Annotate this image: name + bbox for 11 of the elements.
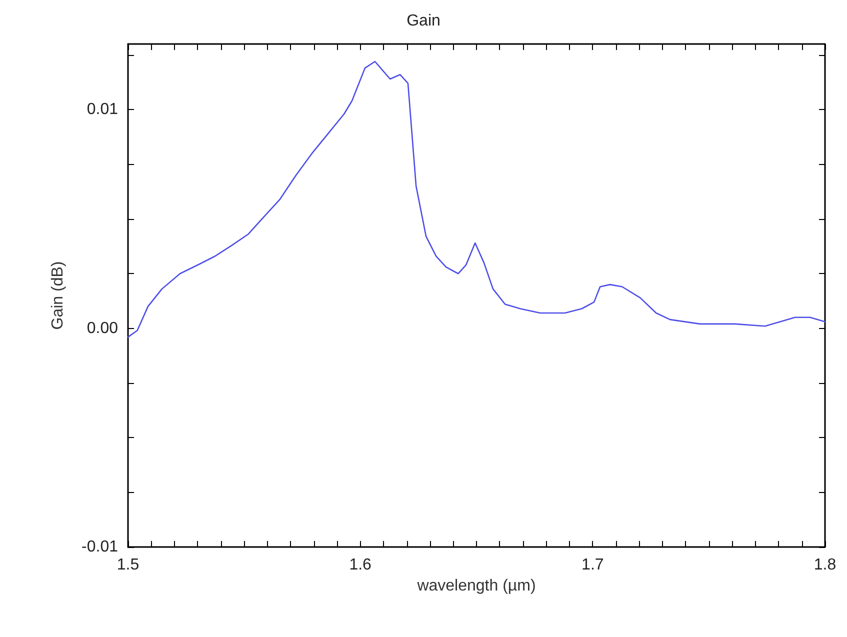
- x-tick-label: 1.6: [349, 556, 372, 574]
- line-series: [127, 60, 826, 338]
- x-tick-label: 1.7: [582, 556, 604, 574]
- y-axis-title: Gain (dB): [50, 261, 66, 330]
- y-tick-label: 0.00: [86, 320, 118, 337]
- y-tick-label: -0.01: [82, 538, 118, 556]
- chart-title: Gain: [406, 12, 440, 30]
- y-tick-label: 0.01: [86, 101, 118, 118]
- x-tick-label: 1.5: [116, 556, 140, 574]
- x-axis-title: wavelength (µm): [416, 577, 536, 594]
- x-tick-label: 1.8: [814, 556, 836, 574]
